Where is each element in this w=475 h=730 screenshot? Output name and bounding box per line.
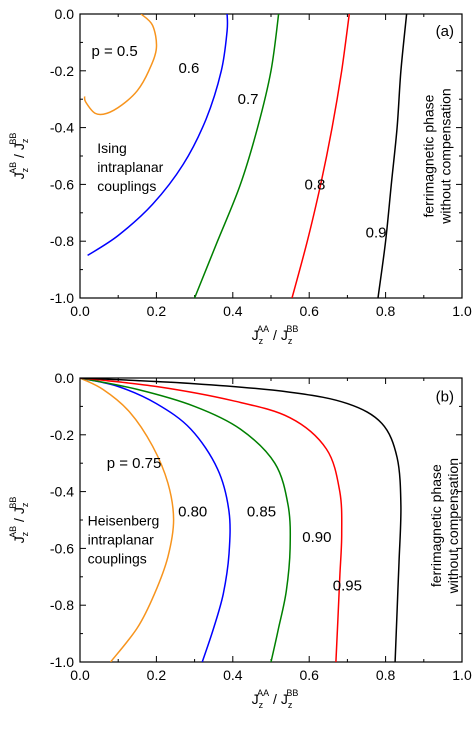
panel-label: (a) [436,23,454,40]
couplings-note-line: couplings [97,178,156,194]
curve-label-0.6: 0.6 [178,60,199,77]
series-line-0.95 [80,378,402,662]
x-tick-label: 0.8 [376,667,396,683]
couplings-note-line: couplings [88,551,147,567]
p-value-label: p = 0.75 [107,455,162,472]
couplings-note-line: intraplanar [88,532,154,548]
x-tick-label: 0.4 [223,667,243,683]
x-tick-label: 0.8 [376,303,396,319]
y-tick-label: -0.8 [50,233,74,249]
axis-title-part: J [281,327,288,343]
y-tick-label: -1.0 [50,654,74,670]
axis-title-part: J [11,143,27,150]
axis-title-part: BB [8,133,18,145]
curve-label-0.95: 0.95 [333,577,362,594]
curves [80,378,402,662]
x-tick-label: 0.6 [299,667,319,683]
axis-title-part: BB [8,497,18,509]
couplings-note: Ising intraplanar couplings [97,140,163,194]
phase-note-line: ferrimagnetic phase [428,464,444,587]
x-tick-label: 0.4 [223,303,243,319]
axis-title-part: / [11,514,27,526]
axis-title-part: J [281,691,288,707]
y-axis-title: JzAB / JzBB [8,133,30,180]
y-tick-label: -0.6 [50,176,74,192]
axis-title-part: z [259,336,264,346]
y-tick-label: 0.0 [55,370,75,386]
x-tick-label: 0.0 [70,303,90,319]
panel-a: 0.0 0.2 0.4 0.6 0.8 1.0 0.0 -0.2 -0.4 -0.6 -0.8 -1.… [8,6,472,346]
axis-title-part: / [269,691,281,707]
y-axis-title: JzAB / JzBB [8,497,30,544]
series-line-0.6 [87,14,229,257]
p-value-label: p = 0.5 [91,43,137,60]
series-line-0.85 [80,378,292,662]
y-tick-label: -0.2 [50,63,74,79]
x-tick-label: 1.0 [452,667,472,683]
phase-note: ferrimagnetic phasewithout compensation [420,88,453,224]
axis-title-part: BB [286,688,298,698]
series-line-0.7 [193,14,280,298]
phase-note-line: without compensation [437,88,453,224]
axis-title-part: AA [257,688,269,698]
y-tick-label: -1.0 [50,290,74,306]
x-tick-label: 0.2 [147,303,167,319]
couplings-note-line: Heisenberg [88,513,160,529]
axis-title-part: z [259,700,264,710]
panel-label: (b) [436,388,454,405]
axis-title-part: BB [286,324,298,334]
x-tick-label: 0.0 [70,667,90,683]
phase-note-line: ferrimagnetic phase [420,94,436,217]
phase-note-line: without compensation [445,458,461,594]
curve-label-0.85: 0.85 [247,503,276,520]
axis-title-part: z [288,700,293,710]
axis-title-part: AB [8,162,18,174]
axis-title-part: AB [8,526,18,538]
axis-title-part: z [20,138,30,143]
couplings-note-line: intraplanar [97,159,163,175]
y-tick-label: -0.4 [50,120,74,136]
axis-title-part: / [11,150,27,162]
y-tick-label: 0.0 [55,6,75,22]
series-line-0.9 [377,14,408,298]
curve-label-0.80: 0.80 [178,503,207,520]
axis-title-part: J [11,536,27,543]
axis-title-part: z [20,531,30,536]
axis-title-part: / [269,327,281,343]
series-line-0.90 [80,378,343,662]
couplings-note-line: Ising [97,140,127,156]
curve-label-0.9: 0.9 [366,225,387,242]
axis-title-part: AA [257,324,269,334]
y-tick-label: -0.2 [50,427,74,443]
x-axis-title: Jz AA / Jz BB [252,688,299,710]
series-line-0.8 [291,14,351,298]
curve-label-0.90: 0.90 [302,529,331,546]
axis-title-part: J [252,327,259,343]
series-line-0.5 [83,14,158,116]
phase-note: ferrimagnetic phasewithout compensation [428,458,461,594]
series-line-0.75 [80,378,175,662]
curves [83,14,408,298]
axis-title-part: J [252,691,259,707]
y-tick-label: -0.8 [50,597,74,613]
axis-title-part: z [20,167,30,172]
x-tick-label: 0.2 [147,667,167,683]
axis-title-part: z [288,336,293,346]
series-line-0.80 [80,378,231,662]
couplings-note: Heisenberg intraplanar couplings [88,513,160,567]
curve-label-0.7: 0.7 [238,91,259,108]
axis-title-part: z [20,502,30,507]
axis-title-part: J [11,507,27,514]
x-tick-label: 1.0 [452,303,472,319]
panel-b: 0.0 0.2 0.4 0.6 0.8 1.0 0.0 -0.2 -0.4 -0.6 -0.8 -1.… [8,370,472,710]
y-tick-label: -0.6 [50,540,74,556]
x-tick-label: 0.6 [299,303,319,319]
x-axis-title: Jz AA / Jz BB [252,324,299,346]
curve-label-0.8: 0.8 [305,176,326,193]
y-tick-label: -0.4 [50,484,74,500]
axis-title-part: J [11,172,27,179]
